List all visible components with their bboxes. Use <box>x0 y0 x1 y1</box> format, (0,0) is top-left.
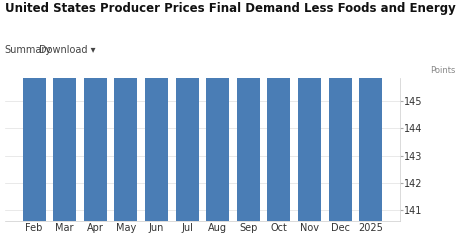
Text: Download ▾: Download ▾ <box>39 45 95 55</box>
Text: Summary: Summary <box>5 45 51 55</box>
Bar <box>53 0 76 220</box>
Text: United States Producer Prices Final Demand Less Foods and Energy: United States Producer Prices Final Dema… <box>5 2 454 15</box>
Bar <box>84 0 106 220</box>
Bar <box>358 0 381 220</box>
Bar <box>145 0 168 220</box>
Bar <box>236 0 259 220</box>
Bar <box>267 0 290 220</box>
Bar <box>297 0 320 220</box>
Bar <box>175 0 198 220</box>
Bar <box>206 0 229 220</box>
Text: Points: Points <box>429 66 454 75</box>
Bar <box>328 0 351 220</box>
Bar <box>22 0 45 220</box>
Bar <box>114 0 137 220</box>
